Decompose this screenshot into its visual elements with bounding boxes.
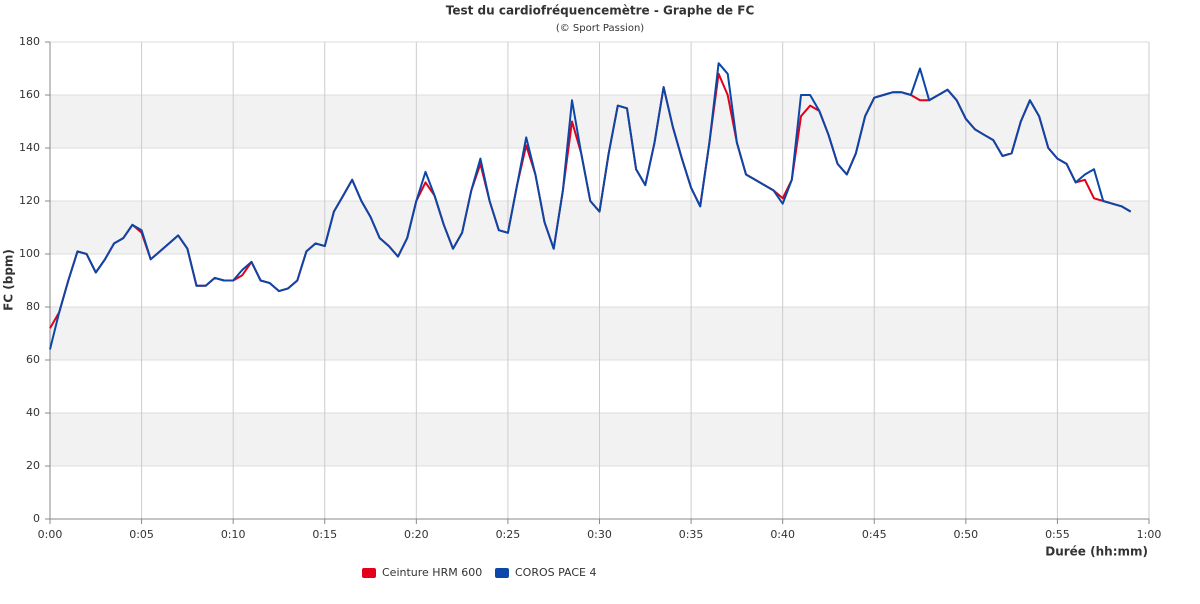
chart-subtitle: (© Sport Passion) [556,23,644,34]
x-tick-label: 0:15 [312,528,337,541]
x-tick-label: 0:25 [496,528,521,541]
legend-swatch [495,568,509,578]
series-line [49,62,1132,350]
x-tick-label: 0:05 [129,528,154,541]
chart-title: Test du cardiofréquencemètre - Graphe de… [446,4,755,18]
y-tick-label: 60 [26,353,40,366]
legend-label: COROS PACE 4 [515,566,597,579]
y-tick-label: 0 [33,512,40,525]
x-tick-label: 0:00 [38,528,63,541]
x-tick-label: 0:50 [953,528,978,541]
x-tick-label: 0:40 [770,528,795,541]
x-tick-label: 0:35 [679,528,704,541]
x-tick-label: 0:45 [862,528,887,541]
x-tick-label: 1:00 [1137,528,1162,541]
y-tick-label: 120 [19,194,40,207]
x-tick-label: 0:10 [221,528,246,541]
y-axis-label: FC (bpm) [2,249,16,311]
y-tick-label: 20 [26,459,40,472]
y-tick-label: 160 [19,88,40,101]
y-tick-label: 80 [26,300,40,313]
y-tick-label: 180 [19,35,40,48]
y-tick-label: 40 [26,406,40,419]
x-tick-label: 0:55 [1045,528,1070,541]
y-tick-label: 140 [19,141,40,154]
x-tick-label: 0:30 [587,528,612,541]
x-axis-label: Durée (hh:mm) [1045,545,1148,559]
y-tick-label: 100 [19,247,40,260]
x-tick-label: 0:20 [404,528,429,541]
legend-swatch [362,568,376,578]
legend-label: Ceinture HRM 600 [382,566,482,579]
